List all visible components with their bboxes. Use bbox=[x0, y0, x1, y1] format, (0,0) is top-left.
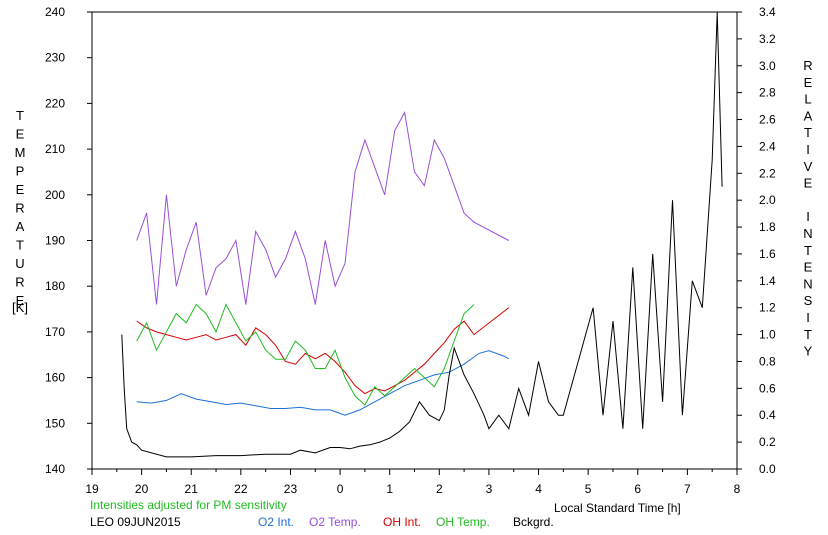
x-axis-title: Local Standard Time [h] bbox=[554, 501, 681, 515]
y-left-tick-label: 170 bbox=[45, 325, 65, 339]
y-right-tick-label: 3.4 bbox=[759, 5, 776, 19]
y-right-title-letter: V bbox=[804, 159, 813, 174]
x-tick-label: 5 bbox=[585, 482, 592, 496]
legend-oh-int: OH Int. bbox=[383, 515, 421, 529]
y-axis-right: 0.0 0.2 0.4 0.6 0.8 1.0 1.2 1.4 1.6 1.8 2.0 2.2 2.4 2… bbox=[737, 5, 776, 476]
y-right-tick-label: 1.6 bbox=[759, 247, 776, 261]
y-right-title-letter: S bbox=[804, 293, 813, 308]
y-right-title-letter: T bbox=[804, 327, 812, 342]
y-right-title-letter: E bbox=[804, 176, 813, 191]
y-right-title-letter: R bbox=[803, 58, 812, 73]
y-left-tick-label: 230 bbox=[45, 51, 65, 65]
y-right-tick-label: 2.4 bbox=[759, 139, 776, 153]
x-tick-label: 0 bbox=[337, 482, 344, 496]
x-tick-label: 7 bbox=[684, 482, 691, 496]
o2-int-line bbox=[136, 350, 510, 416]
y-left-title-letter: E bbox=[16, 293, 25, 308]
x-tick-label: 19 bbox=[85, 482, 99, 496]
y-left-title-letter: A bbox=[16, 219, 25, 234]
y-left-tick-label: 200 bbox=[45, 188, 65, 202]
x-tick-label: 8 bbox=[734, 482, 741, 496]
y-right-tick-label: 1.0 bbox=[759, 328, 776, 342]
y-left-title-letter: P bbox=[16, 164, 25, 179]
x-tick-label: 22 bbox=[234, 482, 248, 496]
y-left-tick-label: 210 bbox=[45, 142, 65, 156]
y-left-tick-label: 240 bbox=[45, 5, 65, 19]
y-left-title-letter: T bbox=[16, 108, 24, 123]
o2-temp-line bbox=[136, 110, 510, 305]
oh-int-line bbox=[136, 307, 510, 395]
y-right-tick-label: 0.0 bbox=[759, 462, 776, 476]
plot-frame bbox=[91, 11, 738, 470]
x-tick-label: 3 bbox=[486, 482, 493, 496]
y-left-tick-label: 180 bbox=[45, 279, 65, 293]
x-tick-label: 20 bbox=[135, 482, 149, 496]
y-right-title-letter: L bbox=[804, 92, 811, 107]
y-right-title-letter: N bbox=[803, 276, 812, 291]
y-right-tick-label: 1.8 bbox=[759, 220, 776, 234]
y-axis-left: 140 150 160 170 180 190 200 210 220 230 240 bbox=[45, 5, 92, 476]
sensitivity-note: Intensities adjusted for PM sensitivity bbox=[90, 498, 287, 512]
legend-oh-temp: OH Temp. bbox=[436, 515, 490, 529]
y-left-title-letter: E bbox=[16, 182, 25, 197]
y-right-title-letter: Y bbox=[804, 344, 813, 359]
y-left-unit-label: [K] bbox=[12, 300, 28, 315]
y-right-title-letter: I bbox=[806, 142, 810, 157]
y-right-tick-label: 1.4 bbox=[759, 274, 776, 288]
y-right-tick-label: 3.0 bbox=[759, 59, 776, 73]
x-tick-label: 1 bbox=[386, 482, 393, 496]
y-right-title-letter: E bbox=[804, 260, 813, 275]
y-right-title-letter: N bbox=[803, 226, 812, 241]
y-right-tick-label: 1.2 bbox=[759, 301, 776, 315]
y-right-tick-label: 2.6 bbox=[759, 113, 776, 127]
y-left-title-letter: R bbox=[15, 201, 24, 216]
y-left-title-letter: U bbox=[15, 256, 24, 271]
y-left-title-letter: E bbox=[16, 127, 25, 142]
y-right-title-letter: T bbox=[804, 243, 812, 258]
y-right-tick-label: 3.2 bbox=[759, 32, 776, 46]
y-left-title-letter: R bbox=[15, 275, 24, 290]
legend-bckgrd: Bckgrd. bbox=[513, 515, 554, 529]
y-right-title-letter: I bbox=[806, 310, 810, 325]
legend-o2-int: O2 Int. bbox=[258, 515, 294, 529]
bckgrd-line bbox=[121, 11, 723, 458]
x-tick-label: 21 bbox=[185, 482, 199, 496]
station-date-label: LEO 09JUN2015 bbox=[90, 515, 181, 529]
y-right-tick-label: 0.8 bbox=[759, 354, 776, 368]
oh-temp-line bbox=[136, 303, 475, 406]
y-left-title-letter: T bbox=[16, 238, 24, 253]
x-axis: 19 20 21 22 23 0 1 2 3 4 5 6 7 8 bbox=[85, 469, 741, 496]
y-right-title-letter: T bbox=[804, 125, 812, 140]
y-left-tick-label: 220 bbox=[45, 96, 65, 110]
x-tick-label: 23 bbox=[284, 482, 298, 496]
y-left-tick-label: 150 bbox=[45, 416, 65, 430]
y-right-title-letter: I bbox=[806, 209, 810, 224]
y-right-tick-label: 0.4 bbox=[759, 408, 776, 422]
y-right-tick-label: 0.6 bbox=[759, 381, 776, 395]
y-right-tick-label: 2.2 bbox=[759, 166, 776, 180]
y-left-tick-label: 160 bbox=[45, 371, 65, 385]
y-left-tick-label: 140 bbox=[45, 462, 65, 476]
y-right-tick-label: 0.2 bbox=[759, 435, 776, 449]
y-right-tick-label: 2.0 bbox=[759, 193, 776, 207]
y-left-tick-label: 190 bbox=[45, 234, 65, 248]
y-right-title-letter: A bbox=[804, 108, 813, 123]
legend-o2-temp: O2 Temp. bbox=[309, 515, 361, 529]
y-right-title-letter: E bbox=[804, 75, 813, 90]
y-right-tick-label: 2.8 bbox=[759, 86, 776, 100]
series-layer bbox=[121, 11, 723, 458]
x-tick-label: 4 bbox=[535, 482, 542, 496]
y-left-title-letter: M bbox=[15, 145, 26, 160]
x-tick-label: 6 bbox=[634, 482, 641, 496]
x-tick-label: 2 bbox=[436, 482, 443, 496]
